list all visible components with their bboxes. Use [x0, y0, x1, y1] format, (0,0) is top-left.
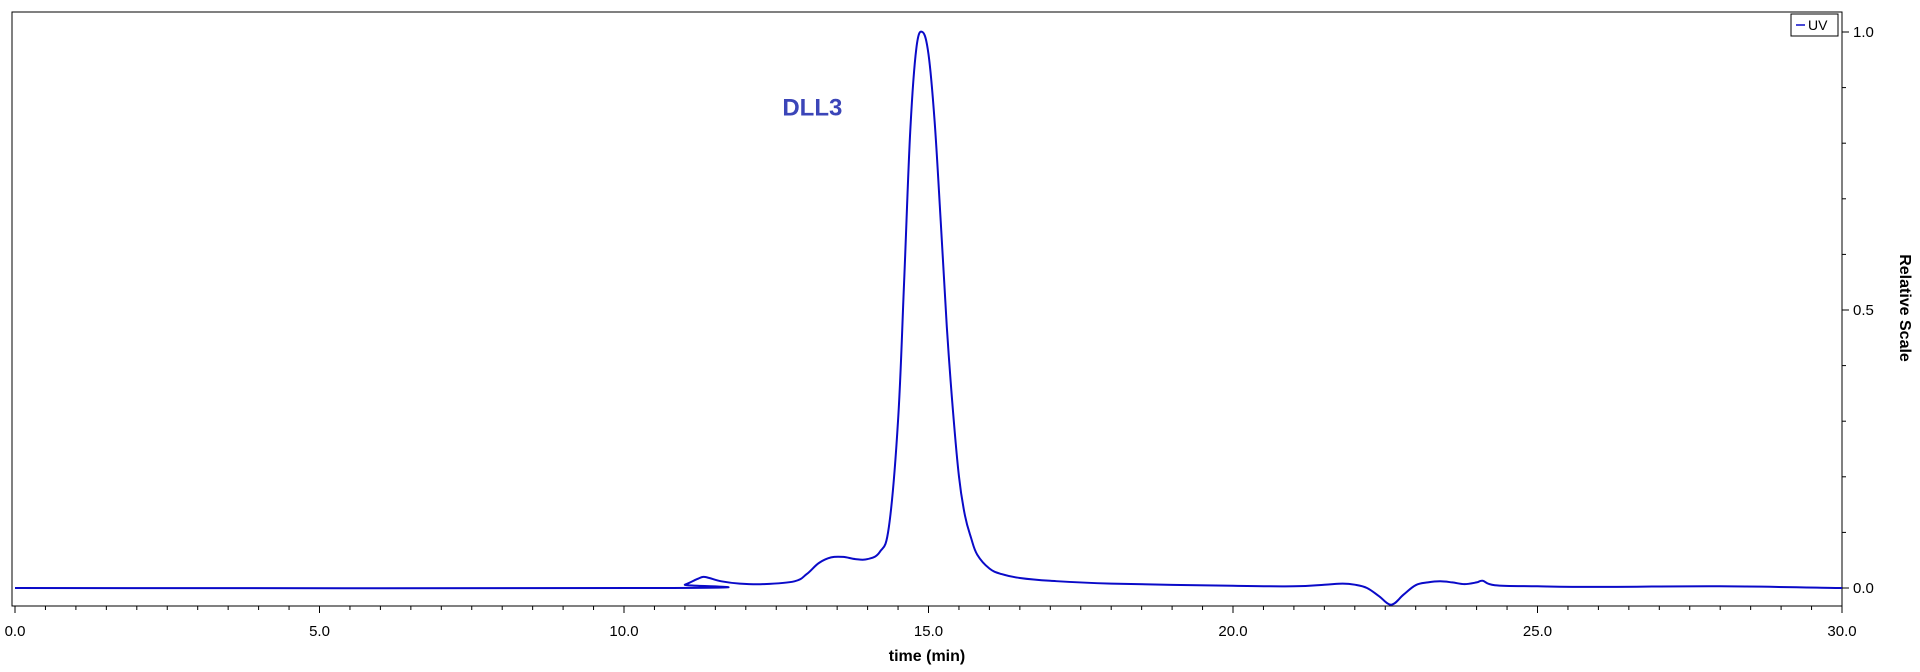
legend-label: UV: [1808, 17, 1828, 33]
x-axis: 0.0 5.0 10.0 15.0 20.0 25.0 30.0: [5, 606, 1857, 640]
plot-frame: [11, 11, 1843, 607]
x-tick-label: 0.0: [5, 623, 26, 640]
y-tick-label: 1.0: [1853, 24, 1874, 41]
x-tick-label: 15.0: [914, 623, 943, 640]
legend: UV: [1790, 13, 1839, 37]
annotation-dll3: DLL3: [782, 94, 842, 121]
y-tick-label: 0.0: [1853, 580, 1874, 597]
x-tick-label: 20.0: [1218, 623, 1247, 640]
x-tick-label: 5.0: [309, 623, 330, 640]
x-tick-label: 10.0: [609, 623, 638, 640]
y-tick-label: 0.5: [1853, 302, 1874, 319]
y-axis-title: Relative Scale: [1896, 254, 1913, 362]
y-axis: 0.0 0.5 1.0: [1842, 24, 1874, 597]
series-line-uv: [14, 30, 1843, 606]
x-tick-label: 30.0: [1827, 623, 1856, 640]
x-axis-title: time (min): [889, 648, 965, 665]
x-tick-label: 25.0: [1523, 623, 1552, 640]
legend-box: [1790, 13, 1839, 37]
